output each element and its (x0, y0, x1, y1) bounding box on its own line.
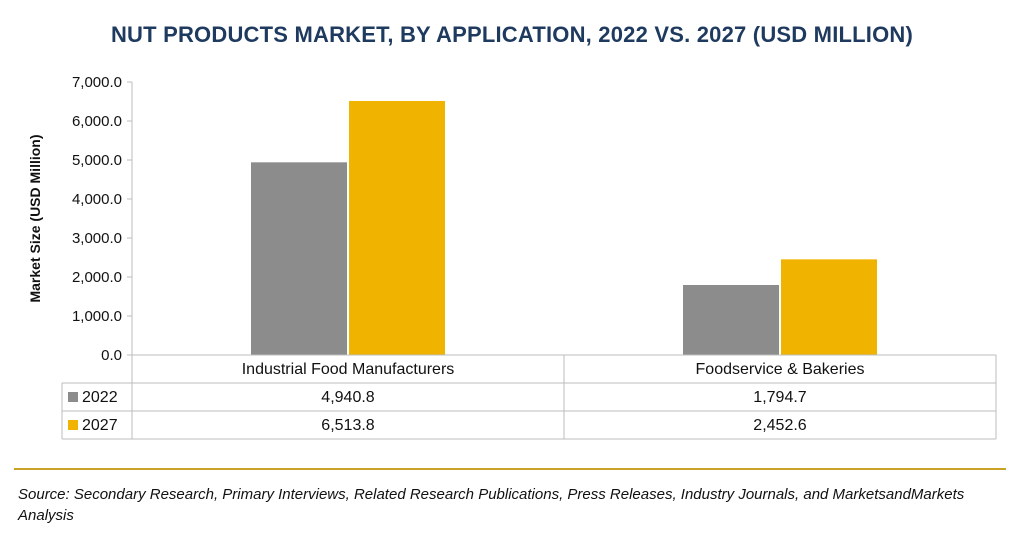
y-tick-label: 6,000.0 (72, 113, 122, 130)
y-tick-label: 1,000.0 (72, 308, 122, 325)
y-tick-label: 4,000.0 (72, 191, 122, 208)
bar-chart: 0.0 1,000.0 2,000.0 3,000.0 4,000.0 5,000.0 6,… (27, 74, 997, 440)
data-label: 1,794.7 (753, 389, 806, 406)
data-label: 2,452.6 (753, 417, 806, 434)
y-tick-label: 2,000.0 (72, 269, 122, 286)
bar-2027 (349, 100, 445, 356)
y-tick-label: 5,000.0 (72, 152, 122, 169)
y-axis-title: Market Size (USD Million) (27, 134, 43, 302)
y-tick-label: 7,000.0 (72, 74, 122, 91)
bar-2022 (251, 162, 347, 355)
divider (14, 468, 1006, 470)
bar-2022 (683, 285, 779, 355)
source-note: Source: Secondary Research, Primary Inte… (18, 486, 965, 524)
legend-swatch-2027 (68, 420, 78, 430)
legend-label-2022: 2022 (82, 389, 118, 406)
bar-2027 (781, 259, 877, 355)
legend-swatch-2022 (68, 392, 78, 402)
legend-label-2027: 2027 (82, 417, 118, 434)
x-category-label: Industrial Food Manufacturers (242, 361, 455, 378)
y-tick-label: 0.0 (101, 347, 122, 364)
data-label: 6,513.8 (321, 417, 374, 434)
chart-title: NUT PRODUCTS MARKET, BY APPLICATION, 202… (110, 22, 914, 47)
y-tick-label: 3,000.0 (72, 230, 122, 247)
x-category-label: Foodservice & Bakeries (696, 361, 865, 378)
data-label: 4,940.8 (321, 389, 374, 406)
